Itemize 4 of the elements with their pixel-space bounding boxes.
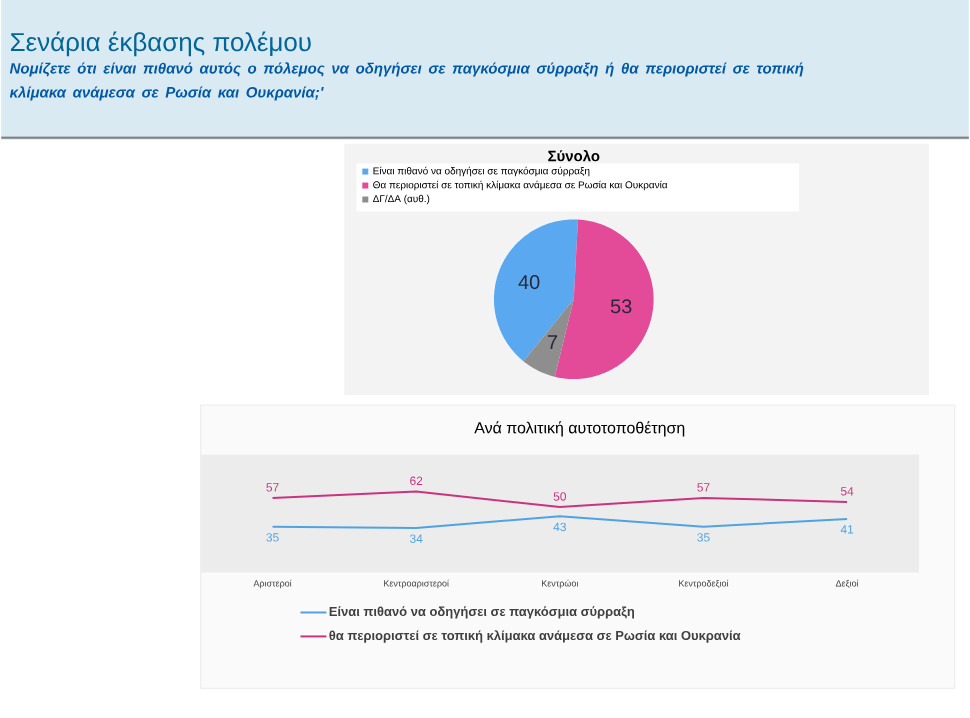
text: Σενάρια έκβασης πολέμου	[10, 31, 311, 57]
data-label: 7	[547, 335, 558, 349]
data-label: 53	[610, 299, 632, 314]
data-label: 40	[518, 274, 540, 290]
